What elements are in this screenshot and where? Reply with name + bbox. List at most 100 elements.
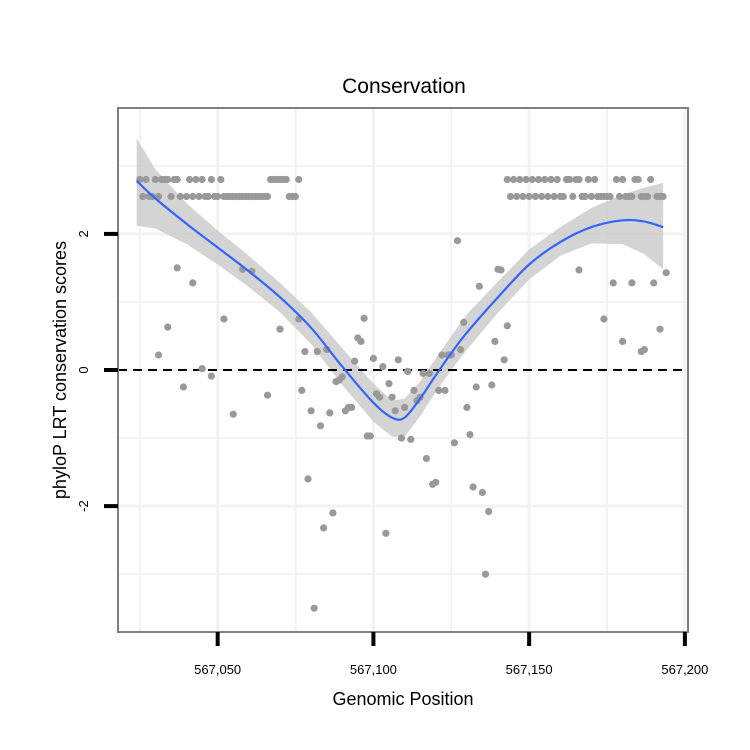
data-point xyxy=(559,192,568,201)
data-point xyxy=(432,478,440,486)
data-point xyxy=(173,264,181,272)
data-point xyxy=(263,192,272,201)
x-tick-label: 567,200 xyxy=(661,662,708,677)
data-point xyxy=(519,192,527,201)
data-point xyxy=(198,365,206,373)
data-point xyxy=(450,439,458,447)
x-tick-label: 567,050 xyxy=(194,662,241,677)
data-point xyxy=(298,386,306,394)
data-point xyxy=(503,175,511,184)
data-point xyxy=(525,192,533,201)
data-point xyxy=(189,279,197,287)
data-point xyxy=(154,351,163,359)
data-point xyxy=(142,175,150,184)
data-point xyxy=(376,393,384,401)
data-point xyxy=(394,356,402,364)
y-tick-label: -2 xyxy=(76,500,91,512)
data-point xyxy=(179,383,187,391)
data-point xyxy=(587,192,596,201)
data-point xyxy=(575,266,583,274)
data-point xyxy=(522,175,530,184)
data-point xyxy=(600,315,608,323)
smooth-line xyxy=(135,180,664,421)
data-point xyxy=(581,192,589,201)
data-point xyxy=(441,386,449,394)
data-point xyxy=(643,192,652,201)
data-point xyxy=(229,410,237,418)
data-point xyxy=(460,318,468,326)
data-point xyxy=(397,434,405,442)
data-point xyxy=(513,192,521,201)
y-axis-title: phyloP LRT conservation scores xyxy=(50,241,70,499)
data-point xyxy=(422,454,430,463)
data-point xyxy=(195,192,203,201)
data-point xyxy=(214,192,222,201)
data-point xyxy=(329,509,337,517)
data-point xyxy=(488,381,496,389)
x-tick-label: 567,100 xyxy=(350,662,397,677)
data-point xyxy=(606,192,614,201)
chart-title: Conservation xyxy=(342,75,466,98)
data-point xyxy=(360,314,368,322)
data-point xyxy=(310,604,318,612)
data-point xyxy=(189,192,197,201)
data-point xyxy=(466,431,474,439)
data-point xyxy=(575,175,583,184)
data-point xyxy=(647,175,655,184)
y-tick-label: 0 xyxy=(76,366,91,373)
data-point xyxy=(553,175,561,184)
data-point xyxy=(463,403,471,411)
data-point xyxy=(207,372,215,380)
data-point xyxy=(569,192,577,201)
data-point xyxy=(301,348,309,356)
data-point xyxy=(186,175,194,184)
data-point xyxy=(307,407,315,415)
data-point xyxy=(366,432,374,440)
data-point xyxy=(391,407,399,415)
data-point xyxy=(192,175,200,184)
data-point xyxy=(457,346,465,354)
data-point xyxy=(544,192,552,201)
data-point xyxy=(220,315,228,323)
data-point xyxy=(435,386,443,394)
data-point xyxy=(478,488,486,497)
data-point xyxy=(164,323,172,331)
data-point xyxy=(650,279,658,287)
data-point xyxy=(369,354,377,362)
smooth-line-path xyxy=(135,180,664,421)
data-point xyxy=(516,175,524,184)
data-point xyxy=(534,175,543,184)
data-point xyxy=(475,282,483,290)
data-point xyxy=(204,192,212,201)
data-point xyxy=(419,369,427,377)
data-point xyxy=(404,367,412,375)
data-point xyxy=(453,237,462,245)
data-point xyxy=(541,175,549,184)
data-point xyxy=(351,357,359,365)
data-point xyxy=(500,356,508,364)
data-point xyxy=(491,337,499,345)
data-point xyxy=(282,175,290,184)
data-point xyxy=(619,175,627,184)
y-axis: -2 0 2 xyxy=(76,230,118,512)
data-point xyxy=(217,175,225,184)
data-point xyxy=(139,192,147,201)
data-point xyxy=(410,386,418,394)
data-point xyxy=(566,175,574,184)
data-point xyxy=(615,192,624,201)
data-point xyxy=(304,475,312,483)
x-axis-title: Genomic Position xyxy=(332,689,473,709)
data-point xyxy=(609,279,617,287)
data-point xyxy=(173,175,181,184)
data-point xyxy=(485,507,493,516)
data-point xyxy=(438,351,446,359)
data-point xyxy=(164,175,172,184)
data-point xyxy=(640,346,649,354)
data-point xyxy=(348,403,356,411)
x-axis: 567,050 567,100 567,150 567,200 xyxy=(194,632,708,677)
data-point xyxy=(528,175,536,184)
data-point xyxy=(291,192,300,201)
data-point xyxy=(619,337,627,345)
data-point xyxy=(167,192,175,201)
data-point xyxy=(584,175,592,184)
